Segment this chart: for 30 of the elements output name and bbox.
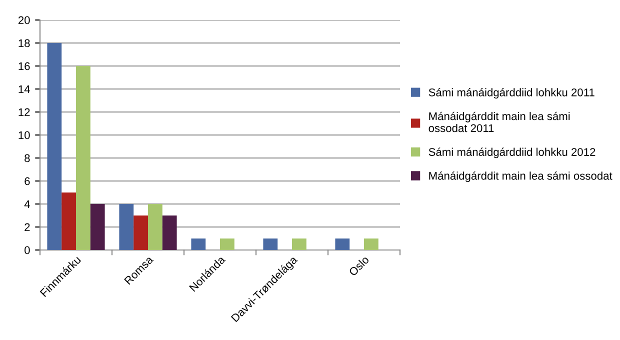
x-tick-label: Oslo <box>348 255 370 276</box>
y-tick-label: 14 <box>18 85 30 94</box>
legend-label: Mánáidgárddit main lea sámi ossodat 2011 <box>428 112 570 132</box>
bar <box>263 238 278 250</box>
y-tick-label: 6 <box>24 177 30 186</box>
y-tick-label: 8 <box>24 154 30 162</box>
bar <box>90 204 105 250</box>
bar <box>220 238 234 250</box>
legend-label: Sámi mánáidgárddiid lohkku 2012 <box>428 148 596 158</box>
legend-label: Mánáidgárddit main lea sámi ossodat <box>429 171 612 182</box>
y-tick-label: 12 <box>18 108 30 116</box>
bar <box>162 216 177 250</box>
bar <box>47 43 62 250</box>
y-tick-label: 10 <box>18 131 30 140</box>
bar <box>76 66 90 250</box>
bar <box>364 238 378 250</box>
bar <box>148 204 162 250</box>
bar <box>191 238 206 250</box>
y-tick-label: 20 <box>18 16 30 24</box>
bar <box>119 204 134 250</box>
bar <box>335 238 350 250</box>
bar <box>134 216 148 250</box>
bar <box>292 238 306 250</box>
y-tick-label: 16 <box>18 62 30 70</box>
y-tick-label: 4 <box>24 200 30 208</box>
y-tick-label: 2 <box>24 223 30 232</box>
bar <box>62 192 76 250</box>
y-tick-label: 18 <box>18 39 30 48</box>
y-tick-label: 0 <box>24 246 30 254</box>
legend-label: Sámi mánáidgárddiid lohkku 2011 <box>428 88 594 99</box>
